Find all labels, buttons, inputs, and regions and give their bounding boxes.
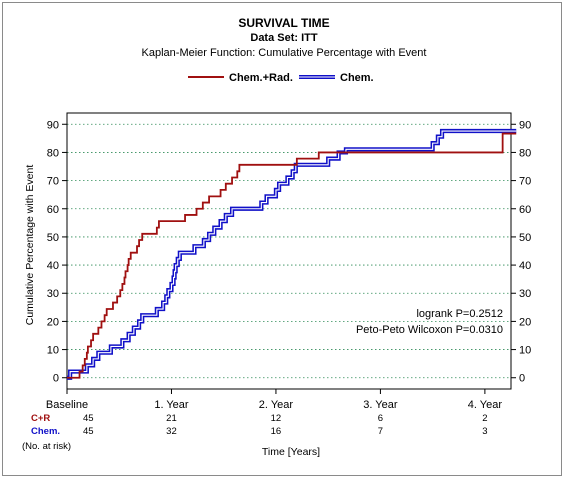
at-risk-table: (No. at risk) C+R 45 21 12 6 2 Chem. 45 32 16 7 3 <box>22 413 488 452</box>
y-tick-label-left-50: 50 <box>47 232 59 244</box>
x-tick-label-0: Baseline <box>46 399 88 411</box>
series-lines <box>67 128 517 380</box>
chart-subtitle-2: Kaplan-Meier Function: Cumulative Percen… <box>142 47 427 59</box>
y-axis-label: Cumulative Percentage with Event <box>24 165 36 326</box>
at-risk-value-0-3: 6 <box>378 413 383 424</box>
y-tick-label-right-70: 70 <box>519 176 531 188</box>
y-tick-label-left-10: 10 <box>47 345 59 357</box>
legend: Chem.+Rad. Chem. <box>188 72 374 84</box>
at-risk-label: (No. at risk) <box>22 441 71 452</box>
y-tick-label-right-30: 30 <box>519 288 531 300</box>
x-axis-label: Time [Years] <box>262 446 320 458</box>
grid <box>67 123 511 379</box>
chart-subtitle: Data Set: ITT <box>250 32 318 44</box>
annotation-logrank: logrank P=0.2512 <box>416 308 503 320</box>
y-tick-label-left-70: 70 <box>47 176 59 188</box>
y-tick-label-left-60: 60 <box>47 204 59 216</box>
y-tick-label-right-80: 80 <box>519 147 531 159</box>
y-tick-label-right-20: 20 <box>519 316 531 328</box>
y-tick-label-right-50: 50 <box>519 232 531 244</box>
at-risk-value-1-2: 16 <box>271 426 282 437</box>
at-risk-value-0-1: 21 <box>166 413 177 424</box>
at-risk-row-name-0: C+R <box>31 413 50 424</box>
x-tick-label-3: 3. Year <box>363 399 398 411</box>
y-tick-label-right-60: 60 <box>519 204 531 216</box>
at-risk-value-1-3: 7 <box>378 426 383 437</box>
y-tick-label-left-30: 30 <box>47 288 59 300</box>
legend-label-chem: Chem. <box>340 72 374 84</box>
y-tick-label-left-20: 20 <box>47 316 59 328</box>
chart-title: SURVIVAL TIME <box>238 16 329 30</box>
series-line-chem-inner <box>67 130 517 379</box>
axes: 0 0 10 10 20 20 30 30 40 40 50 50 60 60 70 70 80 80 90 90 Ba… <box>46 112 531 411</box>
y-tick-label-left-40: 40 <box>47 260 59 272</box>
at-risk-value-0-0: 45 <box>83 413 94 424</box>
y-tick-label-right-0: 0 <box>519 373 525 385</box>
chart-frame: SURVIVAL TIME Data Set: ITT Kaplan-Meier… <box>2 2 562 476</box>
x-tick-label-4: 4. Year <box>468 399 503 411</box>
series-line-chem <box>67 128 517 380</box>
kaplan-meier-chart: SURVIVAL TIME Data Set: ITT Kaplan-Meier… <box>22 16 531 458</box>
at-risk-value-0-4: 2 <box>482 413 487 424</box>
at-risk-value-1-1: 32 <box>166 426 177 437</box>
plot-border <box>66 112 512 390</box>
at-risk-value-1-4: 3 <box>482 426 487 437</box>
y-tick-label-left-80: 80 <box>47 147 59 159</box>
legend-label-chem-rad: Chem.+Rad. <box>229 72 293 84</box>
x-tick-label-1: 1. Year <box>154 399 189 411</box>
annotation-peto-peto: Peto-Peto Wilcoxon P=0.0310 <box>356 324 503 336</box>
y-tick-label-right-40: 40 <box>519 260 531 272</box>
at-risk-row-name-1: Chem. <box>31 426 60 437</box>
y-tick-label-left-0: 0 <box>53 373 59 385</box>
y-tick-label-right-10: 10 <box>519 345 531 357</box>
y-tick-label-left-90: 90 <box>47 119 59 131</box>
at-risk-value-1-0: 45 <box>83 426 94 437</box>
y-tick-label-right-90: 90 <box>519 119 531 131</box>
at-risk-value-0-2: 12 <box>271 413 282 424</box>
series-line-chem-rad <box>67 132 517 379</box>
x-tick-label-2: 2. Year <box>259 399 294 411</box>
